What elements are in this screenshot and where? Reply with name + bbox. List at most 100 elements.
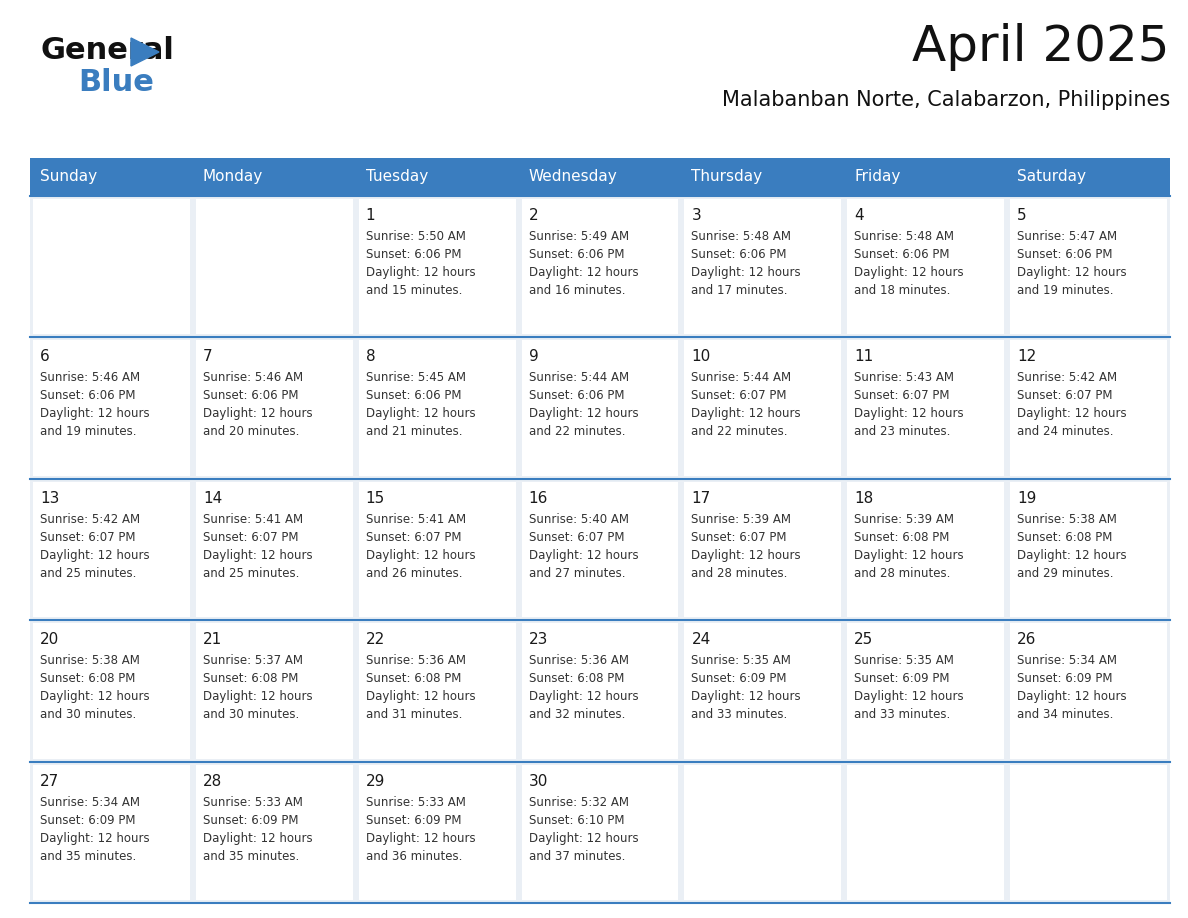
- Text: 8: 8: [366, 350, 375, 364]
- Bar: [30, 762, 1170, 903]
- Text: Sunset: 6:06 PM: Sunset: 6:06 PM: [203, 389, 298, 402]
- Bar: [30, 338, 1170, 479]
- Text: Sunset: 6:08 PM: Sunset: 6:08 PM: [40, 672, 135, 685]
- Text: Daylight: 12 hours: Daylight: 12 hours: [366, 832, 475, 845]
- Text: and 31 minutes.: and 31 minutes.: [366, 708, 462, 722]
- Text: Sunrise: 5:39 AM: Sunrise: 5:39 AM: [854, 513, 954, 526]
- Text: Daylight: 12 hours: Daylight: 12 hours: [854, 408, 963, 420]
- Bar: [522, 623, 678, 758]
- Text: and 29 minutes.: and 29 minutes.: [1017, 566, 1113, 580]
- Text: and 28 minutes.: and 28 minutes.: [691, 566, 788, 580]
- Text: Sunset: 6:08 PM: Sunset: 6:08 PM: [366, 672, 461, 685]
- Text: 7: 7: [203, 350, 213, 364]
- Text: and 22 minutes.: and 22 minutes.: [529, 425, 625, 439]
- Text: Daylight: 12 hours: Daylight: 12 hours: [366, 549, 475, 562]
- Text: and 27 minutes.: and 27 minutes.: [529, 566, 625, 580]
- Bar: [684, 199, 841, 334]
- Text: and 24 minutes.: and 24 minutes.: [1017, 425, 1113, 439]
- Text: Sunrise: 5:46 AM: Sunrise: 5:46 AM: [40, 372, 140, 385]
- Text: Sunrise: 5:34 AM: Sunrise: 5:34 AM: [1017, 655, 1117, 667]
- Text: Sunset: 6:08 PM: Sunset: 6:08 PM: [529, 672, 624, 685]
- Text: 22: 22: [366, 633, 385, 647]
- Text: Daylight: 12 hours: Daylight: 12 hours: [366, 408, 475, 420]
- Text: and 19 minutes.: and 19 minutes.: [1017, 284, 1113, 297]
- Text: and 25 minutes.: and 25 minutes.: [203, 566, 299, 580]
- Bar: [30, 479, 1170, 621]
- Text: Sunset: 6:07 PM: Sunset: 6:07 PM: [366, 531, 461, 543]
- Text: Tuesday: Tuesday: [366, 170, 428, 185]
- Text: 19: 19: [1017, 491, 1036, 506]
- Text: Wednesday: Wednesday: [529, 170, 618, 185]
- Text: and 34 minutes.: and 34 minutes.: [1017, 708, 1113, 722]
- Text: Daylight: 12 hours: Daylight: 12 hours: [854, 549, 963, 562]
- Bar: [1010, 199, 1167, 334]
- Text: Daylight: 12 hours: Daylight: 12 hours: [691, 690, 801, 703]
- Text: Sunset: 6:06 PM: Sunset: 6:06 PM: [854, 248, 949, 261]
- Text: and 33 minutes.: and 33 minutes.: [854, 708, 950, 722]
- Text: and 26 minutes.: and 26 minutes.: [366, 566, 462, 580]
- Text: Daylight: 12 hours: Daylight: 12 hours: [203, 690, 312, 703]
- Text: 28: 28: [203, 774, 222, 789]
- Bar: [359, 765, 516, 900]
- Text: 3: 3: [691, 208, 701, 223]
- Text: 23: 23: [529, 633, 548, 647]
- Text: 30: 30: [529, 774, 548, 789]
- Text: Sunset: 6:09 PM: Sunset: 6:09 PM: [203, 813, 298, 826]
- Text: and 37 minutes.: and 37 minutes.: [529, 849, 625, 863]
- Text: and 22 minutes.: and 22 minutes.: [691, 425, 788, 439]
- Text: and 21 minutes.: and 21 minutes.: [366, 425, 462, 439]
- Text: 16: 16: [529, 491, 548, 506]
- Text: and 28 minutes.: and 28 minutes.: [854, 566, 950, 580]
- Bar: [847, 199, 1004, 334]
- Text: 1: 1: [366, 208, 375, 223]
- Text: Daylight: 12 hours: Daylight: 12 hours: [40, 549, 150, 562]
- Text: Sunrise: 5:48 AM: Sunrise: 5:48 AM: [691, 230, 791, 243]
- Text: Sunrise: 5:32 AM: Sunrise: 5:32 AM: [529, 796, 628, 809]
- Text: Sunrise: 5:44 AM: Sunrise: 5:44 AM: [529, 372, 628, 385]
- Bar: [684, 765, 841, 900]
- Text: Sunrise: 5:41 AM: Sunrise: 5:41 AM: [366, 513, 466, 526]
- Text: Daylight: 12 hours: Daylight: 12 hours: [529, 266, 638, 279]
- Text: Sunrise: 5:36 AM: Sunrise: 5:36 AM: [366, 655, 466, 667]
- Bar: [684, 482, 841, 617]
- Text: Sunrise: 5:35 AM: Sunrise: 5:35 AM: [691, 655, 791, 667]
- Text: Daylight: 12 hours: Daylight: 12 hours: [203, 549, 312, 562]
- Bar: [847, 623, 1004, 758]
- Text: Sunrise: 5:33 AM: Sunrise: 5:33 AM: [203, 796, 303, 809]
- Text: 26: 26: [1017, 633, 1036, 647]
- Text: Sunset: 6:06 PM: Sunset: 6:06 PM: [1017, 248, 1113, 261]
- Bar: [359, 341, 516, 476]
- Text: Sunset: 6:09 PM: Sunset: 6:09 PM: [854, 672, 949, 685]
- Text: Daylight: 12 hours: Daylight: 12 hours: [691, 408, 801, 420]
- Bar: [196, 482, 353, 617]
- Text: 13: 13: [40, 491, 59, 506]
- Text: Sunset: 6:06 PM: Sunset: 6:06 PM: [366, 248, 461, 261]
- Text: and 23 minutes.: and 23 minutes.: [854, 425, 950, 439]
- Text: and 18 minutes.: and 18 minutes.: [854, 284, 950, 297]
- Bar: [30, 158, 1170, 196]
- Text: Sunrise: 5:46 AM: Sunrise: 5:46 AM: [203, 372, 303, 385]
- Polygon shape: [131, 38, 159, 66]
- Text: Sunset: 6:08 PM: Sunset: 6:08 PM: [1017, 531, 1112, 543]
- Text: Sunset: 6:07 PM: Sunset: 6:07 PM: [854, 389, 949, 402]
- Text: Sunrise: 5:39 AM: Sunrise: 5:39 AM: [691, 513, 791, 526]
- Bar: [33, 765, 190, 900]
- Text: Daylight: 12 hours: Daylight: 12 hours: [40, 832, 150, 845]
- Text: 12: 12: [1017, 350, 1036, 364]
- Bar: [847, 482, 1004, 617]
- Text: 25: 25: [854, 633, 873, 647]
- Text: 15: 15: [366, 491, 385, 506]
- Text: Friday: Friday: [854, 170, 901, 185]
- Bar: [359, 623, 516, 758]
- Text: Daylight: 12 hours: Daylight: 12 hours: [40, 408, 150, 420]
- Text: 24: 24: [691, 633, 710, 647]
- Text: Sunrise: 5:45 AM: Sunrise: 5:45 AM: [366, 372, 466, 385]
- Bar: [684, 341, 841, 476]
- Bar: [33, 623, 190, 758]
- Text: Sunset: 6:07 PM: Sunset: 6:07 PM: [691, 531, 786, 543]
- Text: 27: 27: [40, 774, 59, 789]
- Text: Sunset: 6:07 PM: Sunset: 6:07 PM: [1017, 389, 1113, 402]
- Text: 14: 14: [203, 491, 222, 506]
- Text: Sunrise: 5:50 AM: Sunrise: 5:50 AM: [366, 230, 466, 243]
- Text: Daylight: 12 hours: Daylight: 12 hours: [529, 690, 638, 703]
